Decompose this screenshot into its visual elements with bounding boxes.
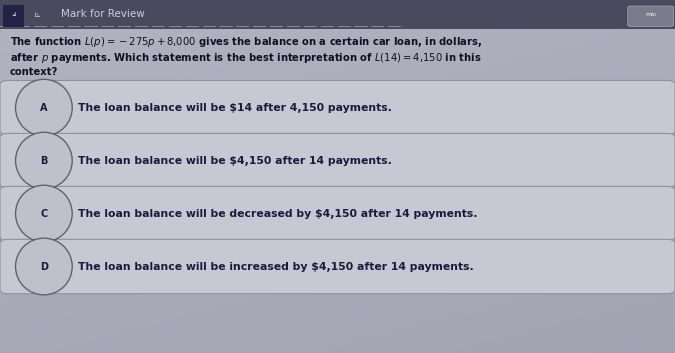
Text: B: B xyxy=(40,156,47,166)
Text: The function $L(p)=-275p+8{,}000$ gives the balance on a certain car loan, in do: The function $L(p)=-275p+8{,}000$ gives … xyxy=(10,35,483,49)
FancyBboxPatch shape xyxy=(0,0,675,29)
Text: C: C xyxy=(40,209,47,219)
Text: ⊾: ⊾ xyxy=(34,10,40,19)
Text: The loan balance will be $4,150 after 14 payments.: The loan balance will be $4,150 after 14… xyxy=(78,156,392,166)
Text: The loan balance will be $14 after 4,150 payments.: The loan balance will be $14 after 4,150… xyxy=(78,103,392,113)
Text: Mark for Review: Mark for Review xyxy=(61,10,144,19)
Text: The loan balance will be increased by $4,150 after 14 payments.: The loan balance will be increased by $4… xyxy=(78,262,473,271)
FancyBboxPatch shape xyxy=(628,6,674,26)
FancyBboxPatch shape xyxy=(0,133,675,188)
Text: D: D xyxy=(40,262,48,271)
Ellipse shape xyxy=(16,238,72,295)
Ellipse shape xyxy=(16,79,72,136)
Text: The loan balance will be decreased by $4,150 after 14 payments.: The loan balance will be decreased by $4… xyxy=(78,209,477,219)
Ellipse shape xyxy=(16,185,72,242)
Text: ⊿: ⊿ xyxy=(11,12,16,17)
Text: context?: context? xyxy=(10,67,59,77)
FancyBboxPatch shape xyxy=(3,5,24,27)
FancyBboxPatch shape xyxy=(0,80,675,135)
Text: mic: mic xyxy=(645,12,656,17)
FancyBboxPatch shape xyxy=(0,239,675,294)
Text: A: A xyxy=(40,103,48,113)
FancyBboxPatch shape xyxy=(0,186,675,241)
Text: after $p$ payments. Which statement is the best interpretation of $L(14)=4{,}150: after $p$ payments. Which statement is t… xyxy=(10,51,482,65)
Ellipse shape xyxy=(16,132,72,189)
